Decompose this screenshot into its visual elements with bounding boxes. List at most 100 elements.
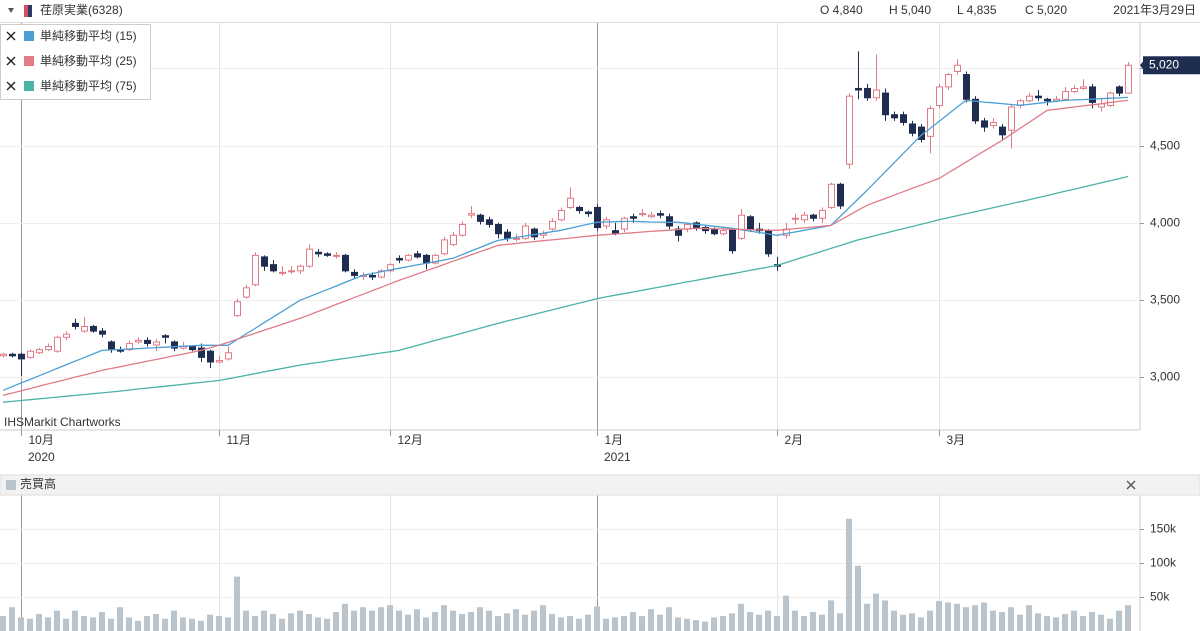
legend-label: 単純移動平均 (15)	[40, 29, 137, 43]
candle-body	[126, 342, 133, 351]
volume-bar	[44, 617, 51, 631]
volume-bar	[422, 617, 429, 631]
volume-bar	[801, 616, 808, 631]
volume-bar	[323, 618, 330, 631]
candle-body	[450, 234, 457, 246]
volume-bar	[71, 610, 78, 631]
remove-series-button[interactable]	[6, 31, 16, 41]
legend-label: 単純移動平均 (25)	[40, 54, 137, 68]
candle-body	[1107, 92, 1114, 106]
volume-bar	[53, 610, 60, 631]
candle-body	[333, 254, 340, 257]
volume-bar	[107, 618, 114, 631]
volume-bar	[585, 614, 592, 631]
x-tick-label: 11月	[227, 433, 251, 447]
y-tick-label: 150k	[1150, 522, 1177, 536]
volume-bar	[702, 621, 709, 631]
candle-body	[459, 223, 466, 236]
moving-average-line	[2, 96, 1129, 391]
candle-body	[504, 231, 511, 239]
candle-body	[72, 322, 79, 327]
volume-bar	[206, 614, 213, 631]
candle-body	[837, 183, 844, 207]
volume-bar	[278, 618, 285, 631]
volume-bar	[675, 617, 682, 631]
volume-bar	[287, 613, 294, 631]
volume-bar	[341, 603, 348, 631]
candle-body	[171, 341, 178, 349]
volume-bar	[1008, 607, 1015, 631]
candle-body	[819, 210, 826, 219]
candle-body	[432, 254, 439, 264]
candle-body	[99, 330, 106, 335]
candle-body	[720, 230, 727, 235]
volume-bar	[251, 616, 258, 631]
volume-bar	[567, 616, 573, 631]
volume-bar	[666, 607, 673, 631]
volume-bar	[810, 611, 817, 631]
volume-bar	[125, 617, 132, 631]
axis-layer: 10月 11月 12月 1月 2月 3月 2020 2021 3,000 3,500 4,000 4,…	[0, 22, 1200, 631]
volume-bar	[269, 614, 276, 631]
legend-swatch	[24, 81, 34, 91]
candle-body	[306, 248, 313, 267]
volume-bar	[449, 610, 456, 631]
year-label: 2021	[604, 450, 631, 464]
candle-body	[468, 213, 475, 216]
candle-body	[522, 225, 529, 239]
volume-bar	[1044, 616, 1051, 631]
candle-body	[531, 228, 538, 238]
dropdown-icon[interactable]	[8, 8, 14, 13]
candle-body	[441, 239, 448, 255]
volume-bar	[981, 602, 988, 631]
volume-bar	[440, 605, 447, 631]
candle-body	[225, 352, 232, 360]
volume-bar	[233, 576, 240, 631]
year-label: 2020	[28, 450, 55, 464]
candle-body	[1089, 86, 1096, 103]
volume-bar	[80, 616, 87, 631]
candle-body	[603, 219, 610, 227]
volume-bar	[1107, 618, 1114, 631]
candle-body	[9, 353, 16, 357]
volume-title: 売買高	[20, 476, 56, 491]
volume-bar	[648, 609, 655, 631]
candle-body	[801, 214, 808, 221]
volume-bar	[774, 616, 781, 631]
legend-label: 単純移動平均 (75)	[40, 79, 137, 93]
volume-bar	[720, 616, 727, 631]
close-volume-button[interactable]	[1126, 480, 1136, 490]
remove-series-button[interactable]	[6, 81, 16, 91]
candle-body	[198, 347, 205, 358]
legend-swatch	[24, 31, 34, 41]
volume-bar	[188, 618, 195, 631]
volume-bar	[17, 617, 24, 631]
candle-body	[414, 253, 421, 258]
volume-bar	[242, 610, 249, 631]
candle-body	[576, 206, 583, 212]
volume-header-bar	[0, 474, 1200, 496]
candle-body	[324, 253, 331, 256]
volume-bar	[494, 616, 501, 631]
x-tick-label: 12月	[398, 433, 423, 447]
last-price-tag	[1143, 56, 1200, 75]
volume-bar	[783, 595, 790, 631]
candle-body	[963, 74, 970, 100]
volume-bar	[8, 607, 15, 631]
volume-bar	[792, 610, 799, 631]
date: 2021年3月29日	[1113, 3, 1196, 17]
x-tick-label: 1月	[605, 433, 624, 447]
volume-bar	[224, 617, 231, 631]
candle-body	[396, 257, 403, 261]
candle-body	[585, 211, 592, 215]
volume-bar	[368, 610, 375, 631]
candle-body	[297, 265, 304, 272]
candle-body	[477, 214, 484, 222]
candle-body	[261, 256, 268, 267]
volume-bar	[0, 616, 6, 631]
volume-bar	[467, 611, 474, 631]
symbol-icon	[28, 5, 32, 17]
candle-body	[207, 350, 214, 363]
volume-bar	[476, 607, 483, 631]
remove-series-button[interactable]	[6, 56, 16, 66]
